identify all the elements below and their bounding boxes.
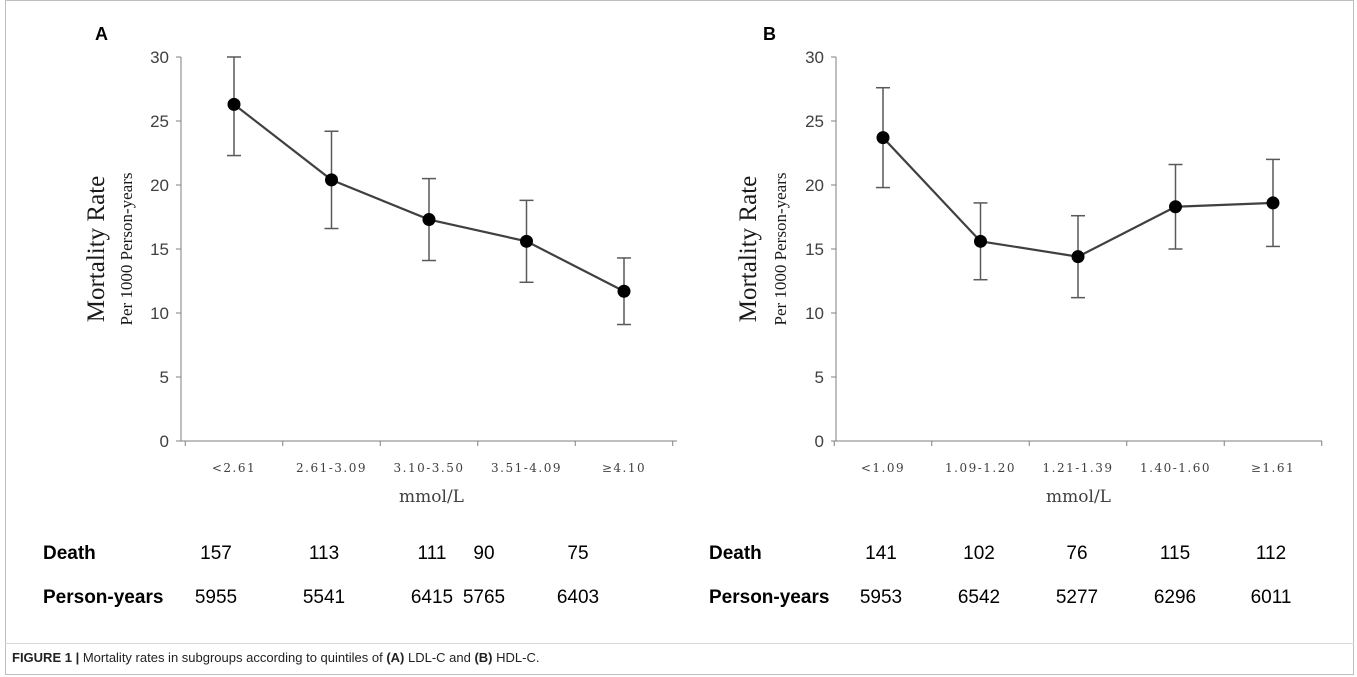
x-tick-label-a: 3.51-4.09 (491, 461, 562, 475)
y-tick-label-a: 10 (150, 304, 169, 323)
death-label-a: Death (43, 543, 96, 564)
caption-text: HDL-C. (492, 650, 540, 665)
y-tick-label-a: 25 (150, 112, 169, 131)
death-value-a: 90 (473, 543, 495, 564)
x-tick-label-b: <1.09 (861, 461, 905, 475)
y-axis-title-b: Mortality Rate (735, 176, 762, 323)
panel-letter-a: A (95, 24, 108, 44)
death-value-b: 112 (1255, 543, 1287, 564)
person-years-value-b: 5277 (1055, 587, 1099, 608)
death-value-a: 75 (567, 543, 589, 564)
y-tick-label-a: 20 (150, 176, 169, 195)
data-point-a (617, 284, 631, 298)
person-years-value-a: 5765 (462, 587, 506, 608)
data-point-b (974, 234, 987, 248)
caption-text: Mortality rates in subgroups according t… (79, 650, 387, 665)
caption-figure-label: FIGURE 1 | (12, 650, 80, 665)
person-years-value-b: 6296 (1153, 587, 1197, 608)
caption-panel-a-label: (A) (386, 650, 405, 665)
death-value-b: 102 (963, 543, 995, 564)
death-value-b: 141 (865, 543, 897, 564)
y-tick-label-b: 10 (805, 304, 824, 323)
person-years-value-a: 5955 (194, 587, 238, 608)
figure-charts: A 0 5 10 15 20 25 30 <2.61 2.61-3.09 3.10-3.50 3.51… (83, 24, 1323, 507)
y-axis-subtitle-b: Per 1000 Person-years (771, 173, 790, 326)
x-tick-label-b: 1.21-1.39 (1043, 461, 1114, 475)
y-axis-title-a: Mortality Rate (83, 176, 110, 323)
panel-letter-b: B (763, 24, 776, 44)
y-tick-label-b: 5 (815, 368, 824, 387)
y-tick-label-b: 25 (805, 112, 824, 131)
person-years-value-b: 5953 (859, 587, 903, 608)
caption-divider (5, 643, 1354, 644)
person-years-value-a: 6403 (556, 587, 600, 608)
x-tick-label-a: ≥4.10 (602, 461, 646, 475)
x-tick-label-a: 2.61-3.09 (296, 461, 367, 475)
y-tick-label-a: 30 (150, 48, 169, 67)
data-point-b (1169, 200, 1182, 214)
y-tick-label-a: 5 (160, 368, 169, 387)
caption-panel-b-label: (B) (474, 650, 493, 665)
figure-caption: FIGURE 1 | Mortality rates in subgroups … (12, 650, 539, 665)
data-point-a (520, 234, 533, 248)
person-years-value-b: 6542 (957, 587, 1001, 608)
data-point-a (325, 173, 338, 187)
caption-text: LDL-C and (404, 650, 475, 665)
figure-frame (5, 0, 1354, 675)
x-tick-label-a: 3.10-3.50 (394, 461, 465, 475)
death-value-a: 157 (200, 543, 232, 564)
death-value-a: 111 (417, 543, 447, 564)
person-years-value-a: 5541 (302, 587, 346, 608)
person-years-value-b: 6011 (1250, 587, 1292, 608)
data-point-a (422, 213, 436, 227)
data-point-b (1266, 196, 1280, 210)
x-tick-label-a: <2.61 (212, 461, 256, 475)
x-axis-title-a: mmol/L (399, 487, 464, 507)
y-tick-label-a: 0 (160, 432, 169, 451)
death-label-b: Death (709, 543, 762, 564)
person-years-value-a: 6415 (410, 587, 454, 608)
data-point-b (876, 131, 890, 145)
data-point-a (227, 97, 241, 111)
death-value-b: 115 (1159, 543, 1191, 564)
x-tick-label-b: 1.40-1.60 (1140, 461, 1211, 475)
y-tick-label-b: 0 (815, 432, 824, 451)
y-axis-subtitle-a: Per 1000 Person-years (117, 173, 136, 326)
x-tick-label-b: ≥1.61 (1251, 461, 1295, 475)
y-tick-label-a: 15 (150, 240, 169, 259)
person-years-label-a: Person-years (43, 587, 164, 608)
y-tick-label-b: 15 (805, 240, 824, 259)
death-value-b: 76 (1066, 543, 1088, 564)
y-tick-label-b: 30 (805, 48, 824, 67)
death-value-a: 113 (308, 543, 340, 564)
person-years-label-b: Person-years (709, 587, 830, 608)
y-tick-label-b: 20 (805, 176, 824, 195)
x-tick-label-b: 1.09-1.20 (945, 461, 1016, 475)
x-axis-title-b: mmol/L (1046, 487, 1111, 507)
data-point-b (1071, 250, 1085, 264)
